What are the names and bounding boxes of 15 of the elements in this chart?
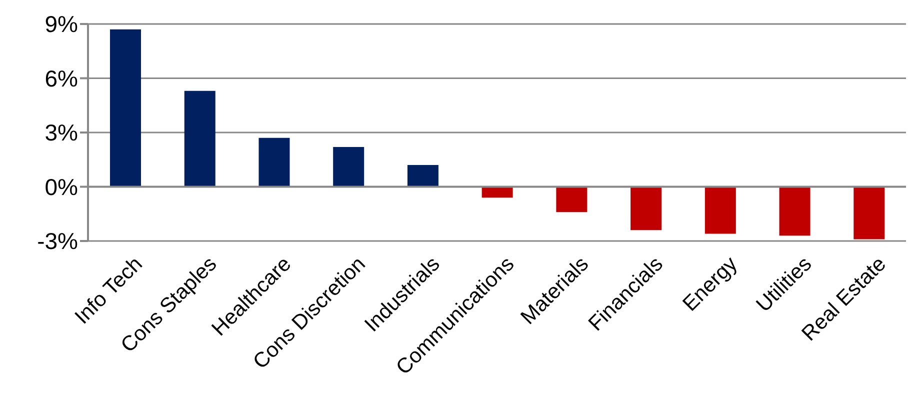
- y-tick-label: 3%: [44, 120, 78, 146]
- y-tick-label: 6%: [44, 65, 78, 92]
- y-tick-label: 0%: [44, 174, 78, 200]
- bar: [184, 90, 216, 187]
- bar: [779, 186, 810, 236]
- y-tick-label: 9%: [44, 11, 78, 38]
- bar: [704, 186, 736, 234]
- y-tick-label: -3%: [37, 228, 78, 254]
- bar: [854, 186, 885, 240]
- bar: [407, 165, 438, 187]
- bar: [333, 146, 364, 187]
- bar: [630, 186, 662, 230]
- bar: [258, 138, 290, 187]
- bar: [556, 186, 588, 212]
- bar: [110, 29, 141, 187]
